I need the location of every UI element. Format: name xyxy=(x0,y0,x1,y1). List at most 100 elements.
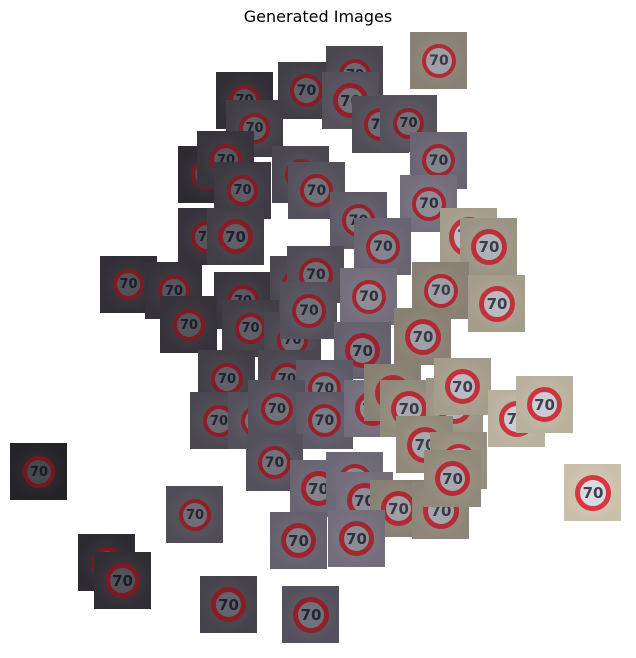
speed-sign-label: 70 xyxy=(233,183,252,198)
image-tile: 70 xyxy=(516,376,573,433)
image-tile: 70 xyxy=(280,282,337,339)
image-tile: 70 xyxy=(460,218,517,275)
image-tile: 70 xyxy=(410,32,467,89)
speed-sign: 70 xyxy=(258,446,291,479)
speed-sign-label: 70 xyxy=(354,491,375,510)
speed-sign-label: 70 xyxy=(428,152,449,169)
speed-sign-label: 70 xyxy=(296,82,317,99)
speed-sign: 70 xyxy=(366,230,400,264)
figure-title: Generated Images xyxy=(243,7,393,26)
speed-sign: 70 xyxy=(381,491,416,526)
speed-sign: 70 xyxy=(105,563,140,598)
speed-sign: 70 xyxy=(23,456,55,488)
image-tile: 70 xyxy=(94,552,151,609)
image-tile: 70 xyxy=(328,510,385,567)
speed-sign-label: 70 xyxy=(306,267,326,283)
speed-sign: 70 xyxy=(345,333,380,368)
speed-sign: 70 xyxy=(308,404,341,437)
speed-sign-label: 70 xyxy=(267,401,287,417)
speed-sign-label: 70 xyxy=(119,277,138,292)
speed-sign-label: 70 xyxy=(112,571,133,590)
speed-sign-label: 70 xyxy=(185,507,205,523)
speed-sign-label: 70 xyxy=(412,328,434,346)
speed-sign: 70 xyxy=(445,369,480,404)
speed-sign-label: 70 xyxy=(217,371,237,387)
image-tile: 70 xyxy=(198,350,255,407)
speed-sign-label: 70 xyxy=(398,400,420,418)
speed-sign-label: 70 xyxy=(452,377,473,396)
speed-sign: 70 xyxy=(575,475,611,511)
image-tile: 70 xyxy=(226,100,283,157)
speed-sign-label: 70 xyxy=(429,53,449,69)
speed-sign-label: 70 xyxy=(179,317,199,333)
speed-sign-label: 70 xyxy=(308,479,329,498)
speed-sign: 70 xyxy=(422,144,455,177)
speed-sign-label: 70 xyxy=(399,116,418,131)
speed-sign-label: 70 xyxy=(241,321,260,336)
speed-sign: 70 xyxy=(293,597,329,633)
speed-sign: 70 xyxy=(239,113,270,144)
speed-sign: 70 xyxy=(290,74,323,107)
speed-sign-label: 70 xyxy=(209,413,229,429)
speed-sign: 70 xyxy=(422,44,456,78)
speed-sign: 70 xyxy=(218,219,253,254)
speed-sign-label: 70 xyxy=(431,283,451,299)
speed-sign: 70 xyxy=(292,294,326,328)
image-tile: 70 xyxy=(380,95,437,152)
speed-sign-label: 70 xyxy=(218,595,239,614)
image-tile: 70 xyxy=(468,275,525,332)
image-tile: 70 xyxy=(296,392,353,449)
speed-sign-label: 70 xyxy=(534,395,555,414)
speed-sign-label: 70 xyxy=(314,412,335,429)
speed-sign: 70 xyxy=(113,269,144,300)
speed-sign-label: 70 xyxy=(306,182,327,199)
image-tile: 70 xyxy=(564,464,621,521)
speed-sign: 70 xyxy=(479,286,515,322)
speed-sign: 70 xyxy=(173,309,205,341)
speed-sign-label: 70 xyxy=(288,531,309,550)
speed-sign: 70 xyxy=(393,108,424,139)
speed-sign-label: 70 xyxy=(388,499,409,518)
speed-sign-label: 70 xyxy=(346,529,367,548)
speed-sign-label: 70 xyxy=(300,606,322,624)
speed-sign-label: 70 xyxy=(299,303,319,319)
image-tile: 70 xyxy=(340,268,397,325)
speed-sign-label: 70 xyxy=(373,239,393,255)
image-tile: 70 xyxy=(207,208,264,265)
image-tile: 70 xyxy=(248,380,305,437)
image-tile: 70 xyxy=(270,512,327,569)
speed-sign: 70 xyxy=(527,387,562,422)
speed-sign-label: 70 xyxy=(359,289,379,305)
speed-sign: 70 xyxy=(261,393,293,425)
speed-sign: 70 xyxy=(435,461,470,496)
speed-sign: 70 xyxy=(235,313,266,344)
image-tile: 70 xyxy=(160,296,217,353)
speed-sign: 70 xyxy=(471,229,507,265)
image-tile: 70 xyxy=(394,308,451,365)
speed-sign-label: 70 xyxy=(164,283,184,299)
speed-sign: 70 xyxy=(179,499,211,531)
image-tile: 70 xyxy=(434,358,491,415)
speed-sign-label: 70 xyxy=(225,227,246,246)
speed-sign: 70 xyxy=(412,187,446,221)
speed-sign-label: 70 xyxy=(582,484,604,502)
speed-sign-label: 70 xyxy=(264,454,285,471)
speed-sign: 70 xyxy=(227,175,258,206)
speed-sign: 70 xyxy=(333,83,368,118)
speed-sign-label: 70 xyxy=(352,341,373,360)
speed-sign: 70 xyxy=(352,280,386,314)
speed-sign-label: 70 xyxy=(419,196,439,212)
image-tile: 70 xyxy=(424,450,481,507)
image-tile: 70 xyxy=(166,486,223,543)
image-tile: 70 xyxy=(282,586,339,643)
speed-sign: 70 xyxy=(405,319,441,355)
speed-sign: 70 xyxy=(211,587,246,622)
speed-sign: 70 xyxy=(281,523,316,558)
image-tile: 70 xyxy=(10,443,67,500)
speed-sign-label: 70 xyxy=(29,464,49,480)
speed-sign-label: 70 xyxy=(486,295,508,313)
image-tile: 70 xyxy=(354,218,411,275)
speed-sign: 70 xyxy=(211,363,243,395)
speed-sign: 70 xyxy=(424,274,458,308)
